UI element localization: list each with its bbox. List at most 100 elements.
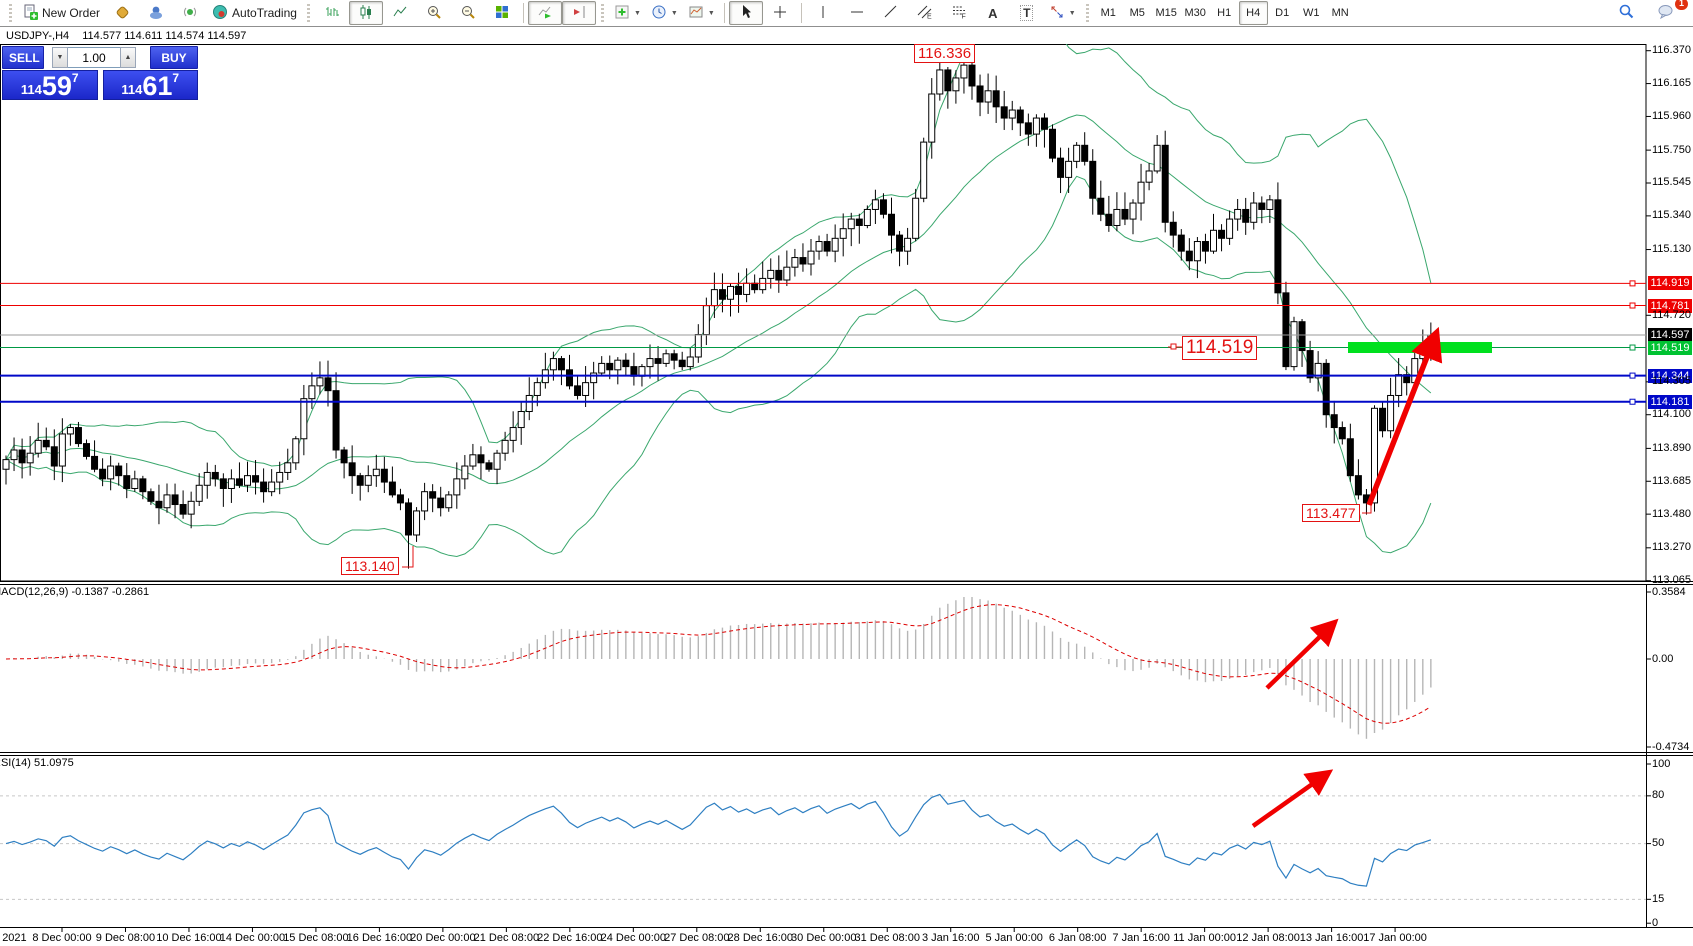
time-tick-label: 3 Jan 16:00 <box>921 932 980 944</box>
vertical-line-button[interactable] <box>806 1 840 25</box>
chart-shift-icon <box>571 4 587 23</box>
timeframe-m5[interactable]: M5 <box>1129 7 1145 19</box>
annotation-price-label[interactable]: 113.477 <box>1302 504 1360 523</box>
candlestick-chart-button[interactable] <box>348 1 383 25</box>
time-tick-label: 6 Jan 08:00 <box>1048 932 1107 944</box>
candle <box>1057 157 1065 178</box>
buy-price-panel[interactable]: 114 61 7 <box>102 70 198 102</box>
auto-scroll-icon <box>537 4 553 23</box>
candle <box>147 491 155 502</box>
candle <box>1210 229 1217 252</box>
toolbar-drag-handle[interactable] <box>600 4 604 22</box>
candle <box>767 269 775 279</box>
text-label-button[interactable]: T <box>1010 1 1044 25</box>
candle <box>896 234 904 252</box>
sell-price-sup: 7 <box>71 71 79 85</box>
zoom-in-button[interactable] <box>417 1 451 25</box>
candle <box>421 491 429 512</box>
rsi-axis-label: 100 <box>1652 757 1671 770</box>
publisher-button[interactable] <box>139 1 173 25</box>
equidistant-channel-button[interactable]: E <box>908 1 942 25</box>
profiles-button[interactable] <box>105 1 139 25</box>
sell-button[interactable]: SELL <box>2 46 44 69</box>
line-chart-icon <box>392 4 408 23</box>
annotation-price-label[interactable]: 113.140 <box>341 557 399 576</box>
signals-button[interactable] <box>173 1 207 25</box>
new-order-icon <box>22 4 38 23</box>
timeframe-m15[interactable]: M15 <box>1155 7 1177 19</box>
sell-price-panel[interactable]: 114 59 7 <box>2 70 98 100</box>
candle <box>920 141 928 199</box>
timeframe-m1[interactable]: M1 <box>1100 7 1116 19</box>
toolbar-drag-handle[interactable] <box>9 4 12 22</box>
candle <box>437 497 445 509</box>
volume-increase-button[interactable]: ▲ <box>120 47 136 68</box>
candle <box>429 491 437 499</box>
volume-stepper: ▼ ▲ <box>52 47 136 68</box>
crosshair-button[interactable] <box>763 1 797 25</box>
candle <box>477 454 485 464</box>
timeframe-d1[interactable]: D1 <box>1275 7 1290 19</box>
cursor-button[interactable] <box>728 1 763 25</box>
candles[interactable] <box>2 53 1435 569</box>
highlight-rectangle-object[interactable] <box>1348 342 1492 353</box>
search-icon <box>1618 3 1635 23</box>
timeframe-mn[interactable]: MN <box>1331 7 1349 19</box>
trendline-button[interactable] <box>874 1 908 25</box>
annotation-price-label[interactable]: 114.519 <box>1182 336 1258 360</box>
volume-input[interactable] <box>68 47 120 68</box>
timeframe-h1[interactable]: H1 <box>1217 7 1232 19</box>
annotation-price-label[interactable]: 116.336 <box>914 44 976 64</box>
toolbar-drag-handle[interactable] <box>306 4 310 22</box>
periods-button[interactable]: ▼ <box>646 1 683 25</box>
bar-chart-button[interactable] <box>315 1 349 25</box>
trend-arrow-object <box>1366 326 1443 507</box>
line-chart-button[interactable] <box>383 1 417 25</box>
text-button[interactable]: A <box>976 1 1010 25</box>
fibonacci-button[interactable]: F <box>942 1 976 25</box>
price-levels[interactable] <box>0 280 1646 405</box>
candle <box>566 369 573 387</box>
toolbar-drag-handle[interactable] <box>1085 4 1089 22</box>
horizontal-line-button[interactable] <box>840 1 874 25</box>
candle <box>396 494 404 504</box>
volume-decrease-button[interactable]: ▼ <box>52 47 68 68</box>
macd-axis-label: 0.3584 <box>1652 585 1686 598</box>
candle <box>517 411 525 429</box>
price-tick-label: 116.165 <box>1652 77 1691 90</box>
timeframe-h4[interactable]: H4 <box>1238 1 1268 25</box>
timeframe-w1[interactable]: W1 <box>1302 7 1320 19</box>
buy-price-sup: 7 <box>172 71 180 85</box>
candle <box>1121 208 1129 220</box>
indicators-button[interactable]: ▼ <box>609 1 646 25</box>
time-tick-label: 14 Dec 00:00 <box>219 932 286 944</box>
tile-windows-button[interactable] <box>485 1 519 25</box>
search-button[interactable] <box>1609 1 1643 25</box>
buy-button[interactable]: BUY <box>150 46 198 69</box>
timeframe-m30[interactable]: M30 <box>1184 7 1206 19</box>
price-tick-label: 115.545 <box>1652 176 1691 189</box>
candle <box>1000 106 1008 119</box>
time-tick-label: 7 Jan 16:00 <box>1112 932 1170 944</box>
arrows-button[interactable]: ▼ <box>1044 1 1081 25</box>
buy-price-big: 61 <box>142 71 173 102</box>
candle <box>469 454 477 467</box>
candle <box>453 478 461 496</box>
templates-button[interactable]: ▼ <box>683 1 720 25</box>
toolbar: New Order AutoTrading <box>0 0 1693 27</box>
arrows-icon <box>1049 4 1065 23</box>
annotation-connectors <box>402 343 1372 568</box>
candle <box>759 277 767 291</box>
new-order-button[interactable]: New Order <box>17 1 105 25</box>
candle <box>324 377 332 392</box>
auto-scroll-button[interactable] <box>527 1 562 25</box>
trend-arrows[interactable] <box>1251 326 1443 828</box>
candle <box>1274 199 1282 294</box>
candle <box>735 285 743 295</box>
candle <box>727 285 734 300</box>
chat-button[interactable]: 1 <box>1649 0 1688 25</box>
chart-shift-button[interactable] <box>561 1 596 25</box>
zoom-out-button[interactable] <box>451 1 485 25</box>
autotrading-button[interactable]: AutoTrading <box>207 1 302 25</box>
